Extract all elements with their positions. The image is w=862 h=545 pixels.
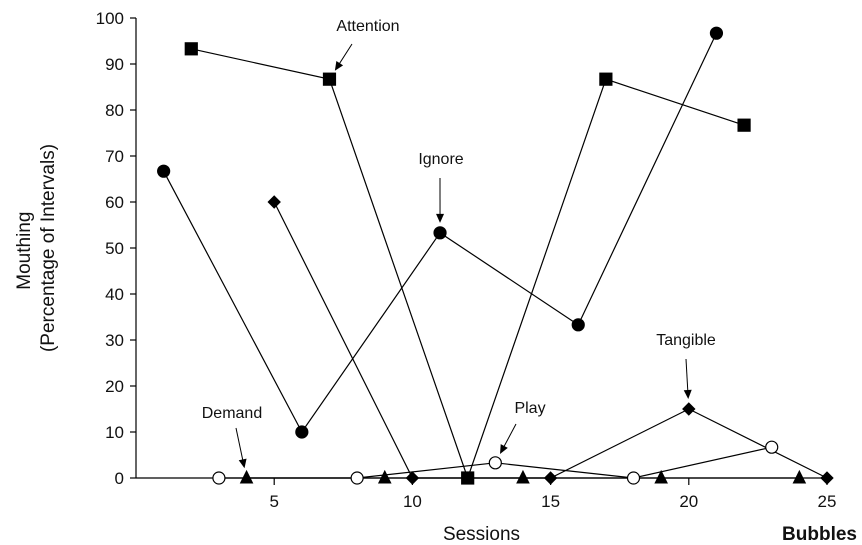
ignore-point (571, 318, 585, 332)
demand-arrow-head (238, 458, 247, 469)
play-point (212, 471, 226, 485)
demand-annotation: Demand (202, 405, 262, 422)
play-annotation: Play (514, 400, 545, 417)
demand-point (792, 469, 807, 484)
tangible-point (405, 471, 420, 485)
ignore-point (295, 425, 309, 439)
ignore-arrow-head (436, 213, 445, 223)
attention-point (184, 42, 198, 56)
x-axis-label: Sessions (443, 524, 520, 545)
series-markers (157, 26, 834, 485)
tangible-point (543, 471, 558, 485)
ignore-annotation: Ignore (418, 151, 463, 168)
annotations: Attention Ignore Tangible Play Demand (202, 18, 716, 469)
y-tick-label: 40 (105, 285, 124, 304)
tangible-point (682, 402, 696, 416)
attention-arrow-head (334, 61, 344, 71)
tangible-point (267, 195, 281, 209)
y-tick-label: 50 (105, 239, 124, 258)
y-tick-label: 90 (105, 55, 124, 74)
x-tick-label: 10 (403, 492, 422, 511)
attention-point (599, 72, 613, 86)
x-tick-label: 5 (269, 492, 278, 511)
tangible-annotation: Tangible (656, 332, 716, 349)
attention-line (191, 48, 745, 480)
demand-point (516, 469, 530, 484)
y-tick-label: 80 (105, 101, 124, 120)
demand-point (239, 469, 254, 484)
y-axis-label-line-2: (Percentage of Intervals) (38, 144, 59, 352)
y-tick-label: 70 (105, 147, 124, 166)
tangible-arrow-head (683, 389, 692, 400)
play-arrow-head (500, 444, 508, 454)
y-tick-label: 30 (105, 331, 124, 350)
ignore-point (433, 226, 447, 240)
series-lines (163, 32, 828, 480)
y-tick-label: 100 (96, 9, 124, 28)
x-tick-label: 20 (679, 492, 698, 511)
play-point (765, 440, 779, 454)
ignore-point (709, 26, 724, 40)
play-point (626, 471, 641, 485)
y-tick-label: 60 (105, 193, 124, 212)
x-tick-label: 25 (818, 492, 837, 511)
y-tick-label: 10 (105, 423, 124, 442)
demand-point (654, 469, 668, 484)
y-tick-label: 20 (105, 377, 124, 396)
attention-annotation: Attention (336, 18, 399, 35)
play-point (488, 456, 502, 470)
x-tick-label: 15 (541, 492, 560, 511)
y-axis-label: Mouthing (Percentage of Intervals) (14, 144, 59, 352)
ignore-point (157, 164, 171, 178)
tangible-point (820, 471, 834, 485)
y-tick-label: 0 (115, 469, 124, 488)
attention-point (461, 471, 475, 485)
demand-point (377, 469, 392, 484)
attention-point (322, 72, 337, 86)
axes: 0 10 20 30 40 50 60 70 80 90 100 5 10 15 20 25 (96, 9, 837, 511)
tangible-line (273, 201, 828, 479)
condition-label: Bubbles (782, 524, 857, 545)
attention-point (737, 118, 751, 132)
y-axis-label-line-1: Mouthing (14, 212, 35, 290)
play-point (350, 471, 364, 485)
